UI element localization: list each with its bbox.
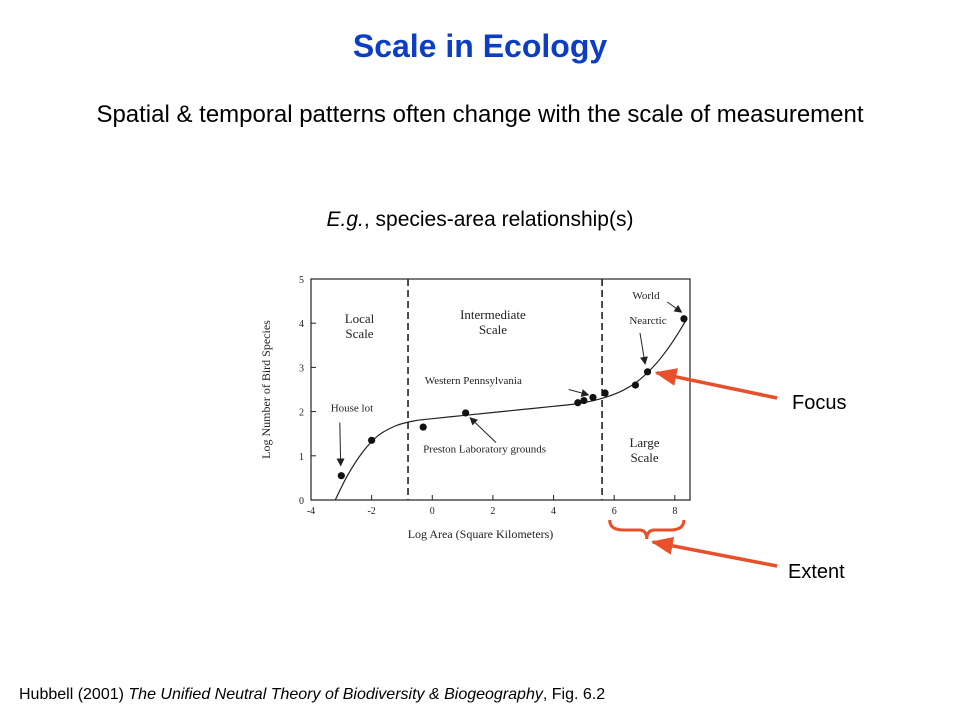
- data-point: [643, 368, 652, 376]
- x-tick-label: 2: [490, 506, 495, 517]
- annotation-arrow: [336, 422, 345, 467]
- annotation-arrow: [469, 417, 497, 443]
- example-text: , species-area relationship(s): [363, 208, 634, 231]
- y-tick-label: 4: [299, 319, 304, 330]
- region-label: Intermediate Scale: [460, 307, 526, 337]
- x-tick-label: 6: [612, 506, 617, 517]
- x-tick-label: 4: [551, 506, 556, 517]
- citation-author: Hubbell (2001): [19, 686, 129, 703]
- extent-arrow: [650, 536, 778, 568]
- example-caption: E.g., species-area relationship(s): [0, 208, 960, 232]
- y-tick-label: 0: [299, 496, 304, 507]
- focus-arrow: [654, 368, 778, 400]
- annotation-label: World: [632, 290, 660, 302]
- citation: Hubbell (2001) The Unified Neutral Theor…: [19, 686, 605, 704]
- y-tick-label: 1: [299, 452, 304, 463]
- data-point: [419, 423, 427, 431]
- data-point: [589, 393, 597, 402]
- annotation-arrow: [568, 389, 590, 397]
- citation-book: The Unified Neutral Theory of Biodiversi…: [128, 686, 543, 703]
- x-tick-label: -2: [367, 506, 375, 517]
- plot-frame: [310, 278, 691, 501]
- data-point: [337, 472, 345, 480]
- extent-brace: [608, 519, 686, 540]
- data-point: [601, 389, 609, 397]
- x-tick-label: -4: [307, 506, 315, 517]
- slide-subtitle: Spatial & temporal patterns often change…: [96, 101, 864, 128]
- x-axis-label: Log Area (Square Kilometers): [408, 527, 554, 541]
- chart-plot-area: -4 -2 0 2 4 6 8 0 1 2 3 4 5 Log Area (Square Kilomete…: [259, 275, 691, 541]
- callout-arrows: [608, 368, 778, 568]
- data-point: [680, 315, 688, 323]
- region-label: Local Scale: [345, 311, 375, 341]
- annotation-arrow: [666, 301, 683, 313]
- region-label: Large Scale: [629, 435, 659, 465]
- example-eg: E.g.: [326, 208, 364, 231]
- annotation-label: Nearctic: [629, 315, 666, 327]
- citation-figure: , Fig. 6.2: [542, 686, 606, 703]
- annotation-label: Western Pennsylvania: [425, 375, 522, 387]
- annotation-label: House lot: [331, 403, 373, 415]
- fitted-curve: [334, 318, 688, 501]
- data-point: [631, 381, 640, 389]
- y-axis-label: Log Number of Bird Species: [259, 320, 273, 459]
- x-tick-label: 0: [430, 506, 435, 517]
- data-point: [368, 436, 376, 444]
- annotation-label: Preston Laboratory grounds: [423, 443, 546, 455]
- data-point: [580, 396, 588, 405]
- focus-label: Focus: [792, 392, 847, 414]
- y-tick-label: 2: [299, 408, 304, 419]
- extent-label: Extent: [788, 561, 845, 583]
- data-point: [574, 399, 582, 407]
- y-tick-label: 3: [299, 363, 304, 374]
- y-tick-label: 5: [299, 275, 304, 286]
- annotation-arrow: [639, 332, 648, 365]
- data-point: [462, 409, 470, 417]
- slide-title: Scale in Ecology: [352, 28, 608, 64]
- x-tick-label: 8: [672, 506, 677, 517]
